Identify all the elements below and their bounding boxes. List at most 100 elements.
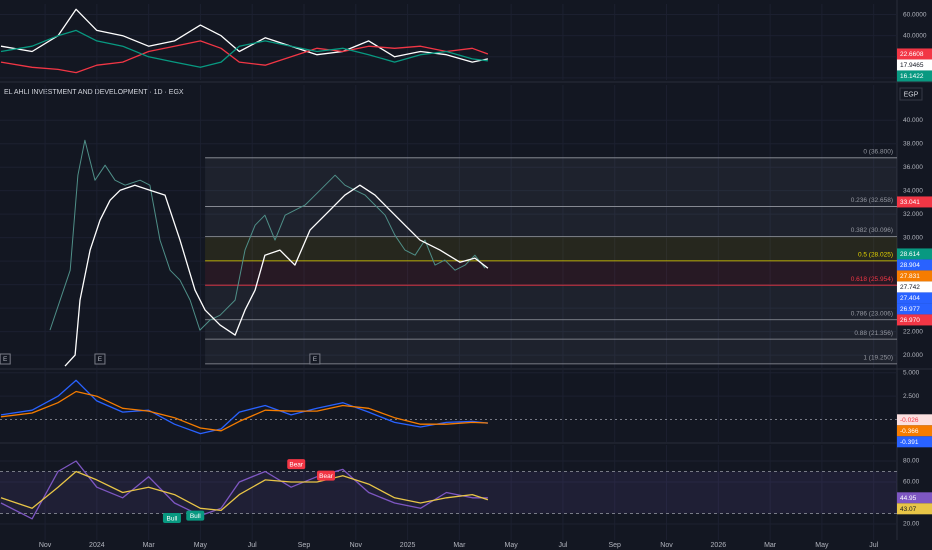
y-tick-label: 2.500 <box>903 393 920 400</box>
series-line <box>64 184 489 367</box>
earnings-marker <box>0 353 11 365</box>
signal-box <box>287 459 306 470</box>
price-tag-label: 27.831 <box>900 273 920 280</box>
fib-band <box>205 260 897 286</box>
price-tag-label: 27.742 <box>900 284 920 291</box>
signal-label: Bear <box>319 473 334 480</box>
y-tick-label: 30.000 <box>903 234 923 241</box>
x-tick-label: Jul <box>248 542 257 549</box>
currency-box <box>899 87 923 101</box>
price-tag <box>897 281 932 293</box>
price-tag-label: 16.1422 <box>900 73 924 80</box>
price-tag-label: 22.6608 <box>900 51 924 58</box>
price-tag-label: 28.614 <box>900 251 920 258</box>
price-tag-label: 26.970 <box>900 317 920 324</box>
price-tag-label: -0.366 <box>900 428 919 435</box>
series-line <box>49 139 486 331</box>
fib-label: 0.236 (32.658) <box>851 197 893 204</box>
series-line <box>0 8 489 63</box>
earnings-label: E <box>98 356 103 363</box>
price-tag <box>897 303 932 315</box>
x-tick-label: Nov <box>39 542 52 549</box>
price-tag <box>897 492 932 504</box>
earnings-marker <box>309 353 321 365</box>
y-tick-label: 20.00 <box>903 521 920 528</box>
x-tick-label: 2026 <box>711 542 727 549</box>
y-tick-label: 22.000 <box>903 328 923 335</box>
chart-title: EL AHLI INVESTMENT AND DEVELOPMENT · 1D … <box>4 89 184 96</box>
y-tick-label: 40.0000 <box>903 32 927 39</box>
fib-band <box>205 206 897 237</box>
y-tick-label: 40.000 <box>903 117 923 124</box>
signal-box <box>317 470 336 481</box>
currency: EGP <box>904 91 919 98</box>
x-tick-label: Mar <box>453 542 466 549</box>
signal-label: Bull <box>167 515 178 522</box>
signal-label: Bull <box>190 513 201 520</box>
fib-band <box>205 236 897 261</box>
y-tick-label: 20.000 <box>903 352 923 359</box>
price-tag <box>897 248 932 260</box>
price-tag <box>897 48 932 60</box>
price-tag-label: 44.95 <box>900 495 917 502</box>
price-tag <box>897 414 932 426</box>
price-tag-label: 43.07 <box>900 506 917 513</box>
series-line <box>0 40 489 74</box>
fib-label: 1 (19.250) <box>863 355 893 362</box>
price-tag <box>897 503 932 515</box>
fib-label: 0.618 (25.954) <box>851 276 893 283</box>
fib-label: 0.786 (23.006) <box>851 311 893 318</box>
price-tag <box>897 59 932 71</box>
x-tick-label: Mar <box>764 542 777 549</box>
fib-band <box>205 285 897 320</box>
series-line <box>0 460 488 520</box>
x-tick-label: Mar <box>143 542 156 549</box>
fib-band <box>205 319 897 340</box>
series-line <box>0 470 489 512</box>
series-line <box>0 29 488 68</box>
x-tick-label: May <box>505 542 519 549</box>
fib-label: 0.382 (30.096) <box>851 227 893 234</box>
y-tick-label: 32.000 <box>903 211 923 218</box>
signal-label: Bear <box>289 461 304 468</box>
price-tag <box>897 425 932 437</box>
fib-label: 0.88 (21.356) <box>854 330 893 337</box>
y-tick-label: 36.000 <box>903 164 923 171</box>
y-tick-label: 5.000 <box>903 370 920 377</box>
price-tag <box>897 259 932 271</box>
fib-band <box>205 339 897 364</box>
x-tick-label: Nov <box>660 542 673 549</box>
price-tag-label: 27.404 <box>900 295 920 302</box>
price-tag <box>897 270 932 282</box>
fib-band <box>205 157 897 207</box>
price-tag-label: -0.026 <box>900 417 919 424</box>
x-tick-label: Sep <box>298 542 311 549</box>
price-tag-label: 28.904 <box>900 262 920 269</box>
price-tag <box>897 196 932 208</box>
y-tick-label: 60.00 <box>903 479 920 486</box>
fib-label: 0.5 (28.025) <box>858 252 893 259</box>
earnings-label: E <box>3 356 8 363</box>
y-tick-label: 34.000 <box>903 187 923 194</box>
x-tick-label: 2025 <box>400 542 416 549</box>
x-tick-label: Jul <box>558 542 567 549</box>
series-line <box>0 379 488 435</box>
series-line <box>0 390 488 432</box>
signal-box <box>162 513 181 524</box>
price-tag <box>897 436 932 448</box>
earnings-label: E <box>313 356 318 363</box>
x-tick-label: 2024 <box>89 542 105 549</box>
x-tick-label: Jul <box>869 542 878 549</box>
x-tick-label: May <box>194 542 208 549</box>
signal-box <box>186 510 205 521</box>
x-tick-label: Nov <box>350 542 363 549</box>
x-tick-label: Sep <box>609 542 622 549</box>
price-tag <box>897 292 932 304</box>
price-tag-label: 26.977 <box>900 306 920 313</box>
price-tag <box>897 70 932 82</box>
price-tag <box>897 314 932 326</box>
price-tag-label: -0.391 <box>900 439 919 446</box>
price-tag-label: 33.041 <box>900 199 920 206</box>
